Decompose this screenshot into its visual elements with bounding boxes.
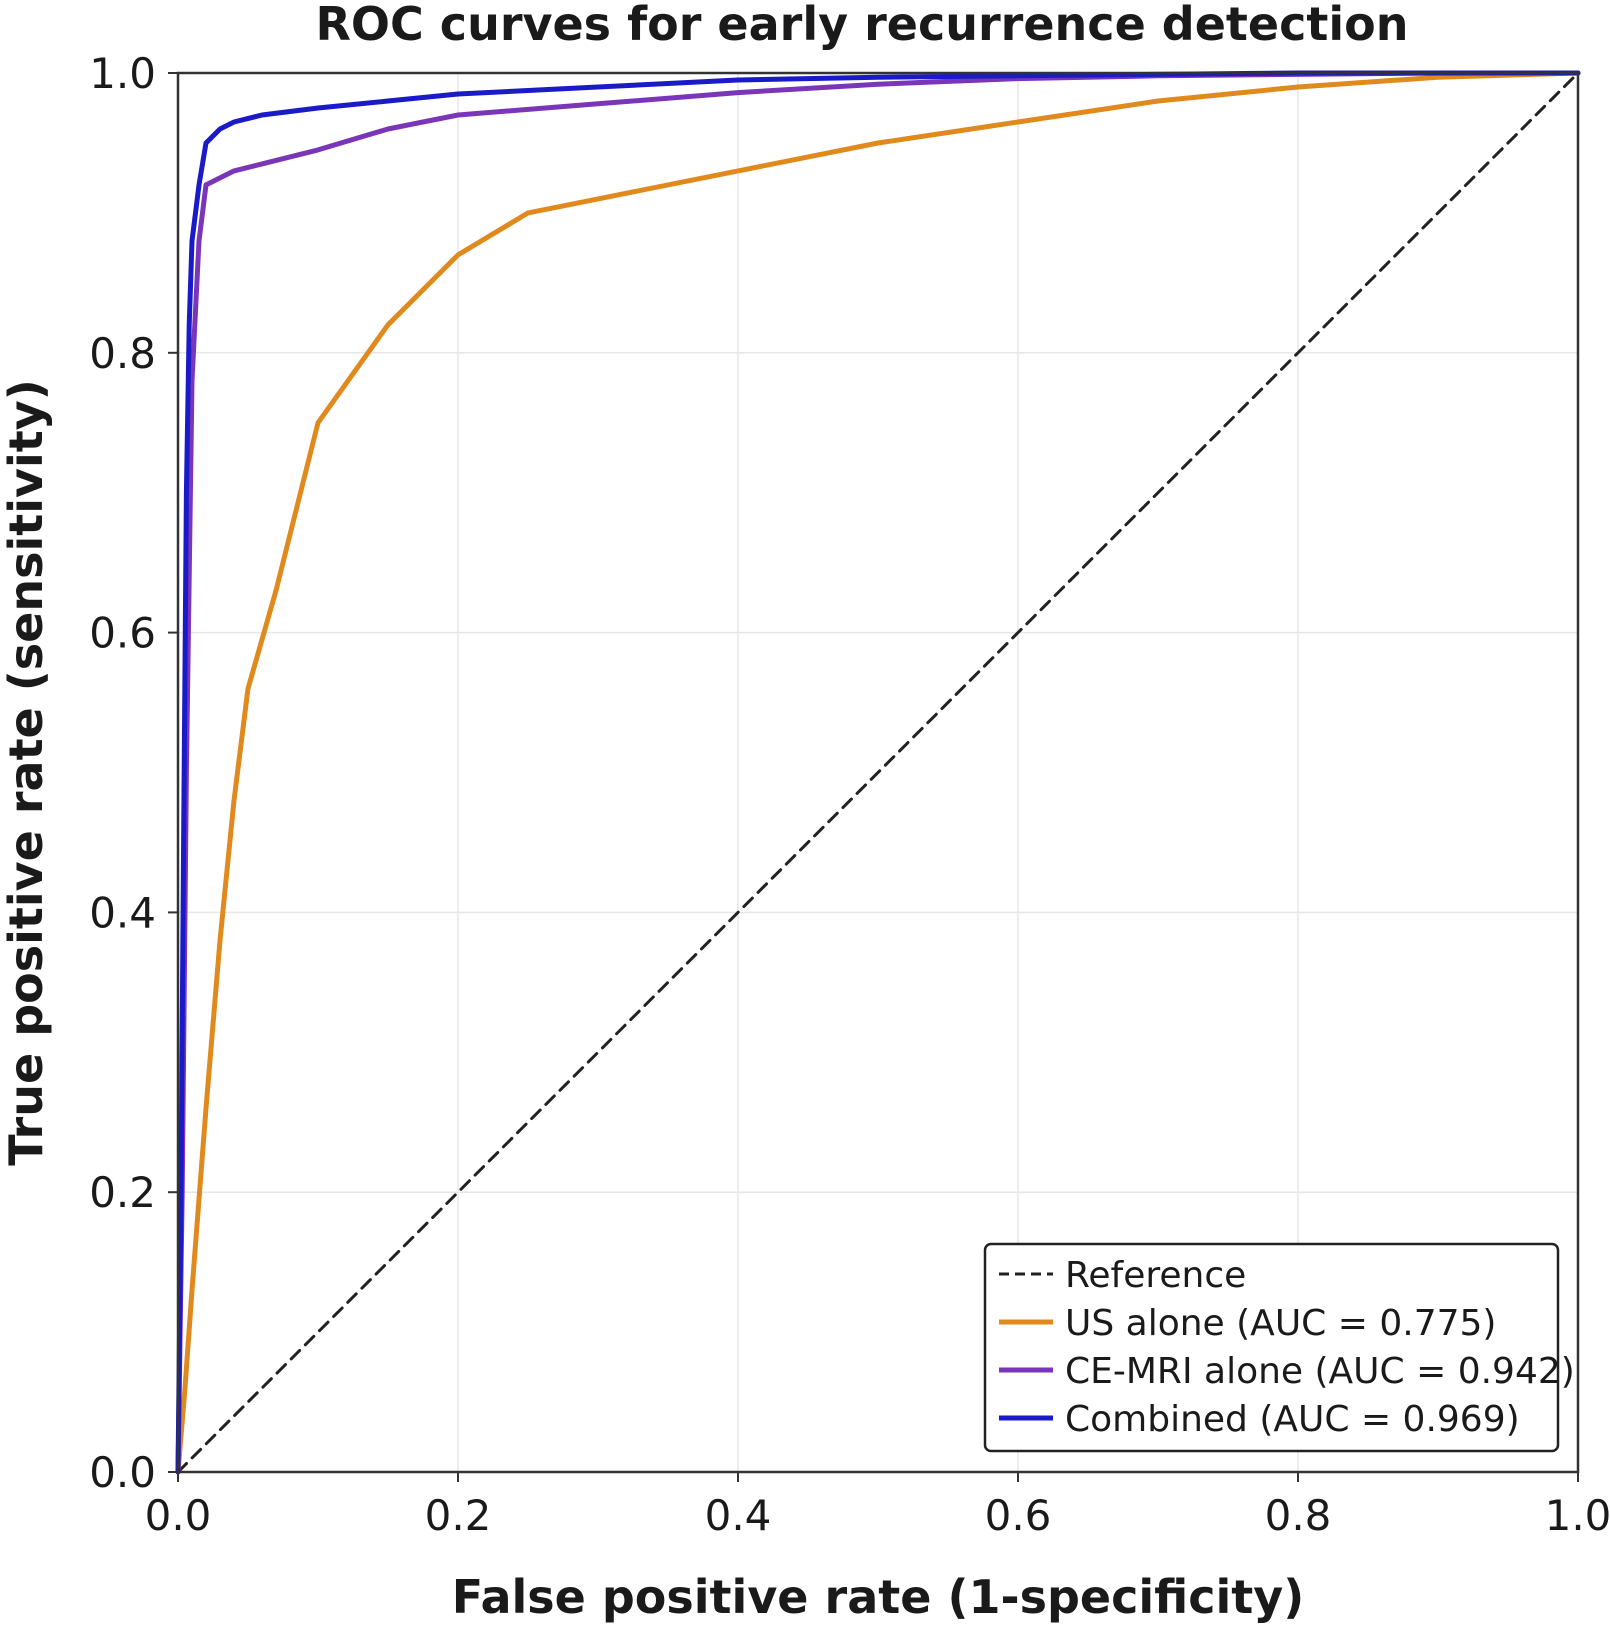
tick-layer: 0.0 0.2 0.4 0.6 0.8 1.0 0.0 0.2 0.4 0.6 0.8 1.0 bbox=[89, 49, 1610, 1540]
y-tick-label-3: 0.6 bbox=[89, 609, 156, 658]
plot-frame bbox=[176, 71, 1580, 1474]
y-tick-label-4: 0.8 bbox=[89, 329, 156, 378]
chart-title: ROC curves for early recurrence detectio… bbox=[316, 0, 1409, 51]
x-axis-label: False positive rate (1-specificity) bbox=[452, 1570, 1304, 1624]
series-layer bbox=[175, 70, 1581, 1475]
x-tick-label-2: 0.4 bbox=[705, 1491, 772, 1540]
legend-label-0: Reference bbox=[1065, 1255, 1246, 1296]
y-axis-label: True positive rate (sensitivity) bbox=[0, 379, 53, 1166]
series-line-3 bbox=[175, 70, 1581, 1475]
legend-box bbox=[983, 1242, 1560, 1453]
x-tick-label-0: 0.0 bbox=[145, 1491, 212, 1540]
x-tick-label-4: 0.8 bbox=[1265, 1491, 1332, 1540]
y-tick-label-5: 1.0 bbox=[89, 49, 156, 98]
series-line-1 bbox=[175, 70, 1581, 1475]
y-tick-label-2: 0.4 bbox=[89, 888, 156, 937]
legend-label-3: Combined (AUC = 0.969) bbox=[1065, 1399, 1520, 1440]
series-line-0 bbox=[176, 71, 1580, 1474]
legend-label-2: CE-MRI alone (AUC = 0.942) bbox=[1065, 1351, 1575, 1392]
x-tick-label-5: 1.0 bbox=[1545, 1491, 1610, 1540]
y-tick-label-1: 0.2 bbox=[89, 1168, 156, 1217]
legend-label-1: US alone (AUC = 0.775) bbox=[1065, 1303, 1496, 1344]
y-tick-label-0: 0.0 bbox=[89, 1448, 156, 1497]
x-tick-label-1: 0.2 bbox=[425, 1491, 492, 1540]
x-tick-label-3: 0.6 bbox=[985, 1491, 1052, 1540]
legend: Reference US alone (AUC = 0.775) CE-MRI al… bbox=[983, 1242, 1575, 1453]
